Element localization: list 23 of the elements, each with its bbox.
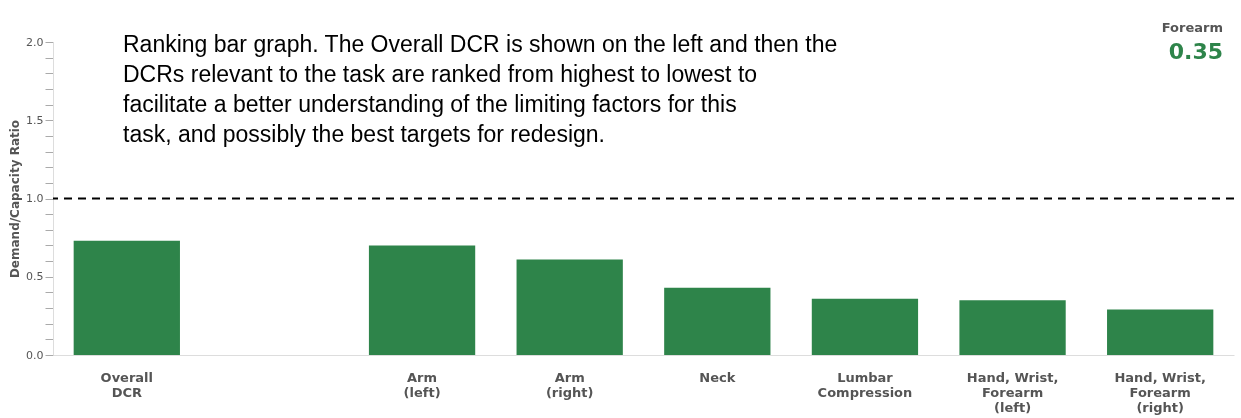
x-tick-label: Neck xyxy=(699,369,736,385)
y-tick-label: 0.5 xyxy=(26,270,44,284)
y-tick-label: 2.0 xyxy=(26,35,44,49)
x-tick-label: Arm (left) xyxy=(403,369,441,400)
annotation: 0.35 xyxy=(1168,39,1223,64)
y-tick-label: 1.0 xyxy=(26,192,44,205)
y-tick-label: 1.5 xyxy=(26,113,44,127)
bar xyxy=(1107,309,1214,355)
bar xyxy=(368,245,476,355)
bar xyxy=(73,240,180,355)
x-tick-label: Arm (right) xyxy=(545,369,594,400)
y-axis-title: Demand/Capacity Ratio xyxy=(8,119,23,279)
bar xyxy=(664,287,771,355)
bar xyxy=(516,259,623,355)
x-tick-label: Overall DCR xyxy=(100,369,154,400)
x-tick-label: Hand, Wrist, Forearm (right) xyxy=(1114,369,1206,415)
x-tick-label: Lumbar Compression xyxy=(817,369,913,400)
annotation: Ranking bar graph. The Overall DCR is shown on the left and then the DCRs relevant to the task are ranked from highest to lowest to facilitate a better understanding of the limiting factors for this task, and possibly the best targets for redesign. xyxy=(123,31,838,147)
x-tick-label: Hand, Wrist, Forearm (left) xyxy=(966,369,1059,415)
bar xyxy=(811,298,919,355)
bar xyxy=(959,300,1066,355)
y-tick-label: 0.0 xyxy=(26,348,44,362)
text: Forearm xyxy=(1161,20,1223,35)
